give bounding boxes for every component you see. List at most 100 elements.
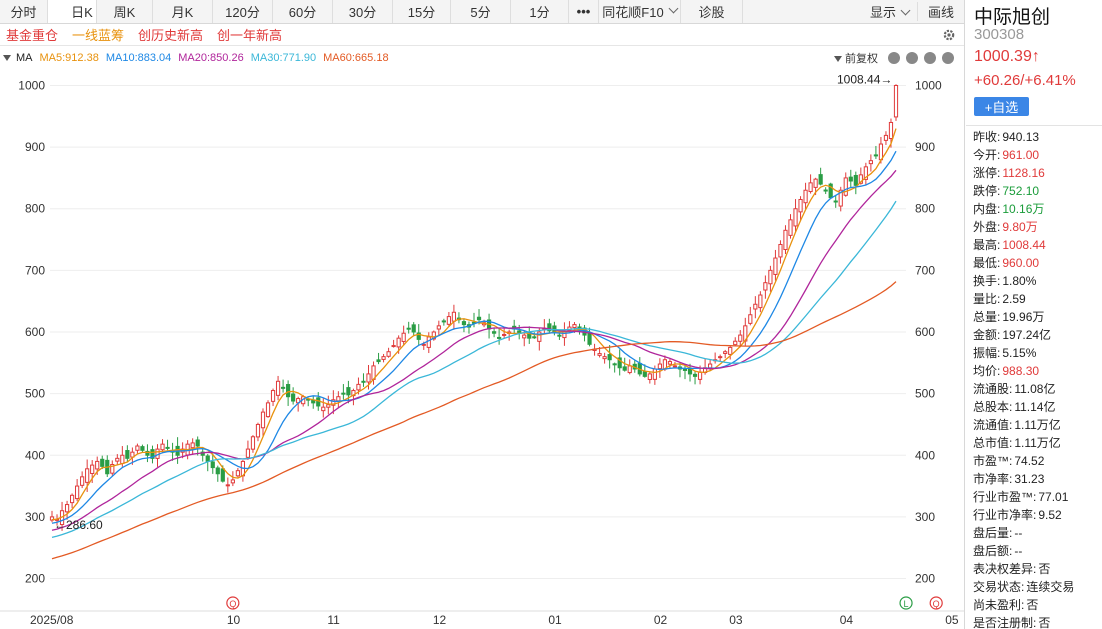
- candle-body: [265, 402, 271, 418]
- f10-dropdown[interactable]: 同花顺F10: [599, 0, 681, 23]
- candle-body: [100, 458, 105, 467]
- candle-body: [587, 332, 592, 345]
- candle-body: [723, 351, 728, 354]
- candle-body: [833, 200, 838, 203]
- candle-body: [416, 332, 421, 340]
- stat-value: 连续交易: [1026, 580, 1075, 594]
- stat-value: 否: [1038, 562, 1051, 576]
- display-dropdown[interactable]: 显示: [862, 2, 917, 21]
- stat-value: 2.59: [1002, 292, 1026, 306]
- tab-1min[interactable]: 1分: [511, 0, 569, 23]
- candle-body: [215, 467, 220, 475]
- stat-row: 振幅: 5.15%: [966, 344, 1102, 362]
- candle-body: [321, 406, 326, 412]
- y-tick-label-right: 400: [915, 448, 935, 462]
- stat-row: 行业市净率: 9.52: [966, 506, 1102, 524]
- stat-row: 量比: 2.59: [966, 290, 1102, 308]
- tab-monthly-k[interactable]: 月K: [153, 0, 213, 23]
- stat-value: 5.15%: [1002, 346, 1037, 360]
- tab-30min[interactable]: 30分: [333, 0, 393, 23]
- tab-60min[interactable]: 60分: [273, 0, 333, 23]
- tag-fund-holding[interactable]: 基金重仓: [6, 28, 59, 43]
- stat-value: 9.80万: [1002, 220, 1038, 234]
- stat-label: 总量:: [973, 310, 1001, 324]
- candle-body: [331, 399, 336, 406]
- stat-row: 内盘: 10.16万: [966, 200, 1102, 218]
- stat-value: 77.01: [1038, 490, 1069, 504]
- candle-body: [491, 331, 497, 334]
- gear-icon[interactable]: [942, 28, 956, 42]
- stat-value: 960.00: [1002, 256, 1040, 270]
- candle-body: [436, 325, 441, 330]
- stat-label: 最高:: [973, 238, 1001, 252]
- maximize-icon[interactable]: [942, 52, 954, 64]
- zoom-in-icon[interactable]: [906, 52, 918, 64]
- adjust-dropdown[interactable]: 前复权: [833, 50, 878, 66]
- tab-intraday[interactable]: 分时: [0, 0, 48, 23]
- tag-all-time-high[interactable]: 创历史新高: [138, 28, 204, 43]
- candle-body: [708, 363, 713, 369]
- candle-body: [280, 386, 286, 389]
- stat-label: 盘后额:: [973, 544, 1013, 558]
- ma-label[interactable]: MA: [16, 52, 33, 64]
- ma20-line: [51, 169, 897, 531]
- chevron-down-icon: [900, 5, 911, 16]
- candle-body: [788, 219, 793, 236]
- candle-body: [753, 303, 758, 310]
- candle-body: [718, 356, 723, 359]
- candle-body: [748, 314, 753, 324]
- candle-body: [386, 351, 391, 357]
- tab-5min[interactable]: 5分: [451, 0, 511, 23]
- more-periods-button[interactable]: •••: [569, 0, 599, 23]
- stat-row: 流通股: 11.08亿: [966, 380, 1102, 398]
- candle-body: [697, 371, 703, 380]
- candle-body: [145, 450, 150, 456]
- x-tick-label: 05: [945, 613, 959, 627]
- minimize-icon[interactable]: [924, 52, 936, 64]
- tab-weekly-k[interactable]: 周K: [97, 0, 153, 23]
- candle-body: [682, 368, 688, 371]
- candle-body: [803, 189, 808, 204]
- stat-row: 总市值: 1.11万亿: [966, 434, 1102, 452]
- stat-row: 表决权差异: 否: [966, 560, 1102, 578]
- tab-stock-diagnosis[interactable]: 诊股: [681, 0, 743, 23]
- candle-body: [80, 476, 85, 486]
- stat-label: 尚未盈利:: [973, 598, 1025, 612]
- add-to-watchlist-button[interactable]: +自选: [974, 97, 1029, 116]
- zoom-out-icon[interactable]: [888, 52, 900, 64]
- candle-body: [406, 327, 411, 330]
- candle-body: [255, 423, 261, 438]
- y-tick-label-left: 300: [25, 510, 45, 524]
- candle-body: [95, 460, 100, 470]
- candle-body: [838, 189, 843, 207]
- stat-row: 今开: 961.00: [966, 146, 1102, 164]
- y-tick-label-right: 1000: [915, 78, 942, 92]
- tab-15min[interactable]: 15分: [393, 0, 451, 23]
- candle-body: [572, 324, 577, 329]
- stat-row: 外盘: 9.80万: [966, 218, 1102, 236]
- stat-row: 盘后额: --: [966, 542, 1102, 560]
- tag-year-high[interactable]: 创一年新高: [217, 28, 283, 43]
- candle-body: [205, 455, 210, 462]
- stat-value: 1008.44: [1002, 238, 1046, 252]
- y-tick-label-right: 900: [915, 140, 935, 154]
- stat-row: 盘后量: --: [966, 524, 1102, 542]
- kline-chart[interactable]: 200 200 300 300 400 400 500 500 600 600 700 700 800 8…: [0, 67, 964, 629]
- candle-body: [451, 311, 457, 322]
- tab-daily-k[interactable]: 日K: [48, 0, 97, 23]
- stat-value: --: [1014, 544, 1023, 558]
- candle-body: [773, 257, 778, 275]
- draw-line-button[interactable]: 画线: [916, 2, 964, 21]
- collapse-triangle-icon[interactable]: [2, 54, 12, 62]
- candle-body: [818, 174, 823, 185]
- stat-label: 最低:: [973, 256, 1001, 270]
- event-marker: [899, 596, 913, 610]
- stat-label: 涨停:: [973, 166, 1001, 180]
- y-tick-label-left: 900: [25, 140, 45, 154]
- tag-blue-chip[interactable]: 一线蓝筹: [72, 28, 125, 43]
- ma5-line: [51, 128, 897, 521]
- candle-body: [858, 174, 863, 184]
- stat-value: 1.11万亿: [1014, 418, 1061, 432]
- candle-body: [728, 346, 733, 355]
- tab-120min[interactable]: 120分: [213, 0, 273, 23]
